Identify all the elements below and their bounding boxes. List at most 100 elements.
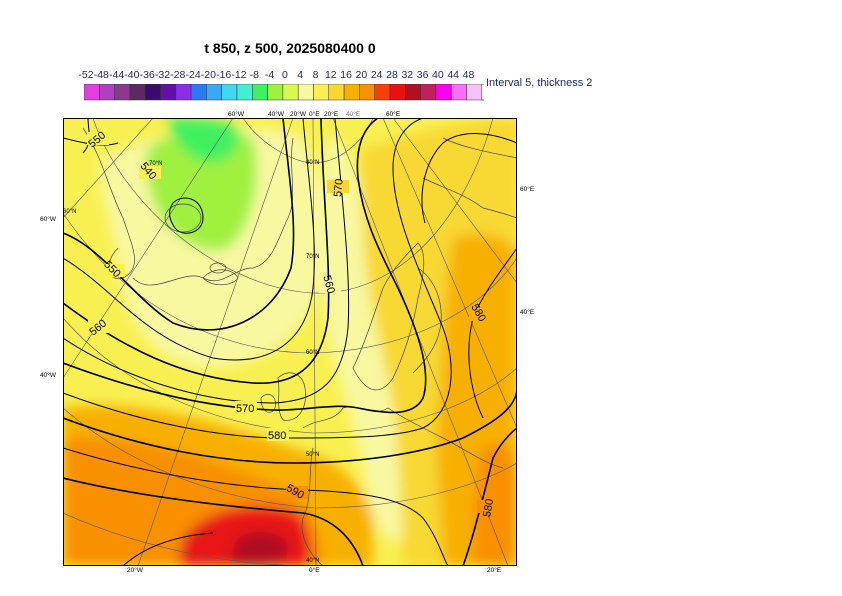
colorbar-label: 36 <box>416 69 429 81</box>
colorbar-label: -8 <box>249 69 259 81</box>
lon-label-left: 60°W <box>40 216 56 223</box>
coastline-british-isles <box>277 372 306 421</box>
colorbar-swatch <box>206 84 222 101</box>
contour-label-bg <box>267 428 289 441</box>
colorbar-swatch <box>252 84 268 101</box>
lon-label-top: 40°W <box>268 111 284 118</box>
colorbar-swatch <box>313 84 330 101</box>
contour-580 <box>63 387 517 464</box>
parallel <box>63 407 517 509</box>
contour-label: 570 <box>332 178 346 197</box>
contour-label-bg <box>327 180 349 193</box>
contour-label-bg <box>235 401 257 414</box>
colorbar-label: 28 <box>386 69 398 81</box>
lon-label-left: 40°W <box>40 372 56 379</box>
colorbar-swatch <box>267 84 284 101</box>
colorbar-label: -20 <box>200 69 216 81</box>
contour-labels: 550 540 550 560 560 570 570 580 580 590 … <box>86 129 499 518</box>
contour-575 <box>63 118 452 439</box>
colorbar-swatch <box>466 84 483 101</box>
lon-label-top: 40°E <box>346 111 361 118</box>
lon-label-top: 0°E <box>309 111 320 118</box>
colorbar-label: -28 <box>170 69 186 81</box>
lat-label: 80°N <box>306 160 319 166</box>
colorbar-bracket <box>481 84 484 101</box>
contour-label: 580 <box>268 430 286 442</box>
map: 550 540 550 560 560 570 570 580 580 590 … <box>63 118 517 566</box>
lon-label-bottom: 20°W <box>127 567 143 574</box>
colorbar-label: 32 <box>401 69 414 81</box>
colorbar-swatch <box>175 84 192 101</box>
contour-label-bg <box>139 166 161 179</box>
coastline-ireland <box>260 394 276 413</box>
lat-label: 40°N <box>306 558 319 564</box>
lon-label-top: 60°E <box>386 111 401 118</box>
colorbar-label: -36 <box>139 69 155 81</box>
lon-label-top: 20°E <box>324 111 339 118</box>
lon-label-top: 20°W <box>290 111 306 118</box>
colorbar-swatch <box>374 84 391 101</box>
colorbar-label: 40 <box>432 69 444 81</box>
parallel <box>92 118 494 294</box>
temp-fill-minus4-0 <box>146 129 257 251</box>
contour-label-bg <box>87 132 109 145</box>
contour-label: 570 <box>236 403 254 415</box>
lon-label-bottom: 0°E <box>309 567 320 574</box>
coastline-europe <box>301 406 504 566</box>
lat-label: 70°N <box>149 161 162 167</box>
lat-label: 50°N <box>306 452 319 458</box>
colorbar-swatch <box>328 84 345 101</box>
temp-fill-minus8-minus4 <box>168 118 239 163</box>
colorbar-swatch <box>450 84 467 101</box>
coastlines <box>82 127 517 566</box>
temp-fill-24-28 <box>232 531 289 566</box>
colorbar-swatch <box>190 84 207 101</box>
contour-555 <box>63 118 315 361</box>
contour-label-bg <box>477 500 499 513</box>
colorbar-label: -12 <box>231 69 247 81</box>
meridian <box>312 118 317 566</box>
colorbar-swatch <box>114 84 131 101</box>
contour-label-bg <box>286 486 308 499</box>
meridian <box>137 118 294 566</box>
contour-label-bg <box>103 264 125 277</box>
colorbar-label: 16 <box>340 69 352 81</box>
coastline-iceland <box>202 269 239 286</box>
coastline-island <box>164 203 202 233</box>
map-frame <box>63 118 517 566</box>
contour-565 <box>63 118 350 404</box>
contour-label-bg <box>469 308 491 321</box>
interval-text: Interval 5, thickness 2 <box>486 77 593 89</box>
meridian <box>63 118 154 219</box>
colorbar-swatch <box>84 84 100 101</box>
colorbar-swatch <box>359 84 375 101</box>
colorbar-swatch <box>435 84 452 101</box>
colorbar-label: -48 <box>93 69 109 81</box>
colorbar-label: -16 <box>216 69 232 81</box>
contour-595 <box>122 532 214 566</box>
contour-560 <box>63 118 330 384</box>
coastline-russia <box>422 137 517 219</box>
colorbar-swatch <box>144 84 161 101</box>
colorbar-label: -40 <box>124 69 140 81</box>
colorbar-swatch <box>389 84 406 101</box>
temp-fill-0-4 <box>321 138 405 540</box>
colorbar-label: 0 <box>281 69 288 81</box>
colorbar-swatch <box>221 84 238 101</box>
lon-label-right: 40°E <box>520 309 535 316</box>
contour-label-bg <box>88 320 110 333</box>
interior-grid-labels: 70°N 60°N 80°N 70°N 60°N 50°N 40°N <box>63 160 319 564</box>
coastline-lake <box>209 262 227 274</box>
lat-label: 70°N <box>306 254 319 260</box>
chart-title: t 850, z 500, 2025080400 0 <box>204 40 376 56</box>
colorbar-label: -44 <box>109 69 125 81</box>
contour-label-bg <box>319 280 341 293</box>
colorbar-label: 48 <box>462 69 475 81</box>
lon-label-top: 60°W <box>228 111 244 118</box>
lon-label-right: 60°E <box>520 186 535 193</box>
colorbar-label: -32 <box>154 69 171 81</box>
colorbar-label: -52 <box>78 69 94 81</box>
meridian <box>63 118 234 379</box>
meridian <box>382 118 517 429</box>
colorbar-swatch <box>160 84 177 101</box>
